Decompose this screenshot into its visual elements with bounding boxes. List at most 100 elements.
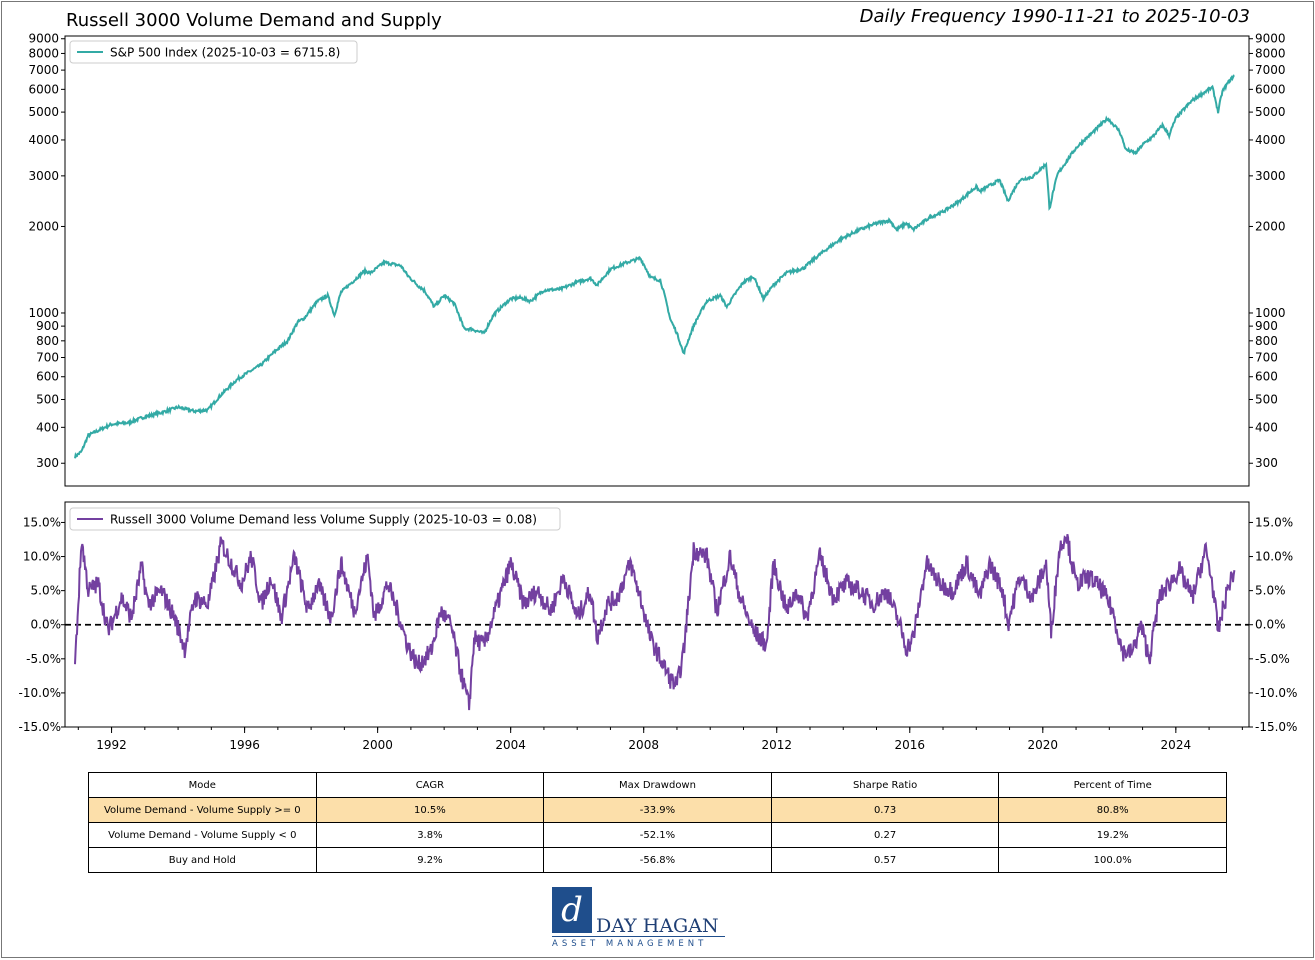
top-y-tick-label-right: 400	[1255, 420, 1278, 434]
bottom-legend: Russell 3000 Volume Demand less Volume S…	[69, 507, 561, 531]
top-y-tick-label-right: 500	[1255, 392, 1278, 406]
top-y-tick-label-left: 9000	[28, 32, 59, 46]
bottom-y-tick-label-left: -5.0%	[26, 652, 61, 666]
top-y-tick-label-left: 6000	[28, 82, 59, 96]
logo-tagline: ASSET MANAGEMENT	[552, 939, 708, 949]
top-legend-text: S&P 500 Index (2025-10-03 = 6715.8)	[110, 46, 340, 60]
logo-divider	[552, 936, 725, 937]
top-y-tick-label-left: 500	[36, 392, 59, 406]
table-row: Volume Demand - Volume Supply >= 0 10.5%…	[88, 797, 1227, 823]
table-cell: -52.1%	[543, 822, 772, 848]
x-tick-label: 2020	[1028, 738, 1059, 752]
bottom-y-tick-label-right: -10.0%	[1255, 686, 1297, 700]
bottom-y-tick-label-left: 0.0%	[31, 618, 62, 632]
top-y-tick-label-left: 600	[36, 370, 59, 384]
bottom-legend-text: Russell 3000 Volume Demand less Volume S…	[110, 513, 537, 527]
top-y-tick-label-right: 8000	[1255, 46, 1286, 60]
table-cell: 80.8%	[998, 797, 1227, 823]
sp500-series-line	[74, 74, 1235, 459]
top-y-tick-label-left: 400	[36, 420, 59, 434]
header-sharpe-ratio: Sharpe Ratio	[770, 772, 1000, 798]
table-cell: Volume Demand - Volume Supply >= 0	[88, 797, 317, 823]
header-cagr: CAGR	[315, 772, 545, 798]
top-y-tick-label-right: 6000	[1255, 82, 1286, 96]
table-header-row: Mode CAGR Max Drawdown Sharpe Ratio Perc…	[88, 772, 1227, 798]
top-y-tick-label-left: 1000	[28, 306, 59, 320]
top-y-tick-label-right: 9000	[1255, 32, 1286, 46]
top-y-tick-label-right: 2000	[1255, 219, 1286, 233]
logo-name: DAY HAGAN	[596, 915, 719, 937]
top-y-tick-label-right: 800	[1255, 334, 1278, 348]
top-y-tick-label-left: 2000	[28, 219, 59, 233]
table-cell: Volume Demand - Volume Supply < 0	[88, 822, 317, 848]
table-cell: 10.5%	[315, 797, 545, 823]
top-panel-frame	[64, 35, 1250, 487]
bottom-y-tick-label-left: 5.0%	[31, 584, 62, 598]
performance-table: Mode CAGR Max Drawdown Sharpe Ratio Perc…	[88, 772, 1227, 873]
table-cell: Buy and Hold	[88, 847, 317, 873]
bottom-y-tick-label-left: 15.0%	[23, 515, 61, 529]
top-y-tick-label-right: 900	[1255, 319, 1278, 333]
top-legend-box	[69, 40, 358, 64]
bottom-y-tick-label-left: -15.0%	[19, 720, 61, 734]
top-y-tick-label-right: 300	[1255, 456, 1278, 470]
top-y-tick-label-right: 600	[1255, 370, 1278, 384]
x-tick-label: 2000	[362, 738, 393, 752]
x-tick-label: 2004	[495, 738, 526, 752]
top-y-tick-label-right: 7000	[1255, 63, 1286, 77]
x-tick-label: 2008	[628, 738, 659, 752]
bottom-y-tick-label-right: -15.0%	[1255, 720, 1297, 734]
logo-mark-icon: d	[552, 887, 592, 933]
bottom-y-tick-label-right: 15.0%	[1255, 515, 1293, 529]
bottom-y-tick-label-right: 10.0%	[1255, 550, 1293, 564]
top-y-tick-label-right: 5000	[1255, 105, 1286, 119]
header-max-drawdown: Max Drawdown	[543, 772, 772, 798]
chart-title: Russell 3000 Volume Demand and Supply	[66, 10, 442, 31]
top-y-tick-label-left: 5000	[28, 105, 59, 119]
table-cell: -56.8%	[543, 847, 772, 873]
top-y-tick-label-left: 800	[36, 334, 59, 348]
table-cell: 0.57	[770, 847, 1000, 873]
bottom-panel-frame	[64, 501, 1250, 728]
bottom-y-tick-label-right: -5.0%	[1255, 652, 1290, 666]
table-row: Buy and Hold 9.2% -56.8% 0.57 100.0%	[88, 847, 1227, 873]
top-y-tick-label-left: 7000	[28, 63, 59, 77]
bottom-y-tick-label-left: -10.0%	[19, 686, 61, 700]
table-cell: 9.2%	[315, 847, 545, 873]
top-y-tick-label-right: 3000	[1255, 169, 1286, 183]
table-row: Volume Demand - Volume Supply < 0 3.8% -…	[88, 822, 1227, 848]
top-y-tick-label-left: 300	[36, 456, 59, 470]
table-cell: 100.0%	[998, 847, 1227, 873]
bottom-y-tick-label-left: 10.0%	[23, 550, 61, 564]
table-cell: 3.8%	[315, 822, 545, 848]
day-hagan-logo: d DAY HAGAN ASSET MANAGEMENT	[552, 887, 727, 951]
top-y-tick-label-right: 1000	[1255, 306, 1286, 320]
table-cell: -33.9%	[543, 797, 772, 823]
top-y-tick-label-right: 4000	[1255, 133, 1286, 147]
x-axis: 1992 1996 2000 2004 2008 2012 2016 2020 2024	[77, 727, 1243, 752]
bottom-y-tick-label-right: 5.0%	[1255, 584, 1286, 598]
bottom-y-axis: -15.0% -15.0% -10.0% -10.0% -5.0% -5.0% 0.0% 0.…	[19, 515, 1298, 734]
x-tick-label: 2016	[894, 738, 925, 752]
x-tick-label: 2024	[1161, 738, 1192, 752]
top-y-tick-label-left: 4000	[28, 133, 59, 147]
bottom-legend-box	[69, 507, 561, 531]
table-cell: 19.2%	[998, 822, 1227, 848]
volume-demand-series-line	[74, 533, 1236, 711]
x-tick-label: 1996	[229, 738, 260, 752]
bottom-y-tick-label-right: 0.0%	[1255, 618, 1286, 632]
chart-subtitle: Daily Frequency 1990-11-21 to 2025-10-03	[859, 6, 1250, 27]
top-y-tick-label-right: 700	[1255, 350, 1278, 364]
top-y-tick-label-left: 700	[36, 350, 59, 364]
header-percent-of-time: Percent of Time	[998, 772, 1227, 798]
table-cell: 0.73	[770, 797, 1000, 823]
top-y-tick-label-left: 8000	[28, 46, 59, 60]
x-tick-label: 1992	[96, 738, 127, 752]
top-y-tick-label-left: 900	[36, 319, 59, 333]
top-y-tick-label-left: 3000	[28, 169, 59, 183]
header-mode: Mode	[88, 772, 317, 798]
x-tick-label: 2012	[761, 738, 792, 752]
